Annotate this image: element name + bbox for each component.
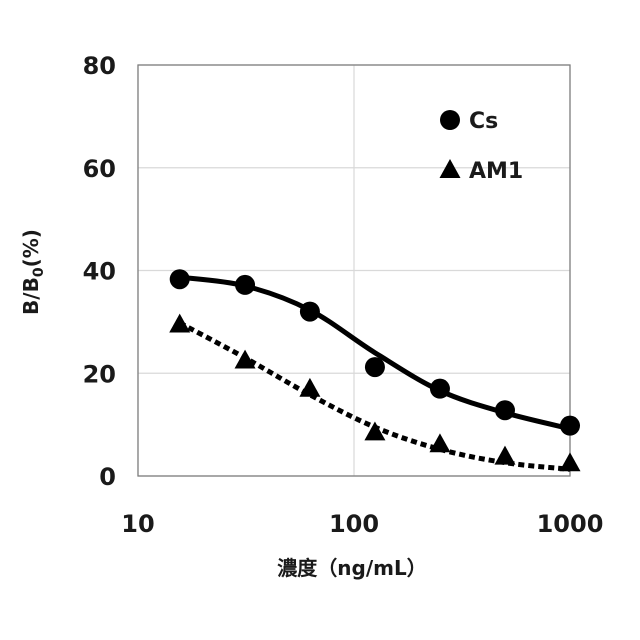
x-tick-label: 10 bbox=[121, 510, 154, 538]
legend-label-am1: AM1 bbox=[469, 159, 523, 184]
y-axis-title-subscript: 0 bbox=[31, 267, 47, 277]
y-axis-title: B/B0(%) bbox=[19, 229, 47, 315]
fit-line-am1 bbox=[180, 323, 570, 469]
point-cs bbox=[235, 275, 255, 295]
y-tick-label: 40 bbox=[83, 258, 116, 286]
point-cs bbox=[495, 400, 515, 420]
y-axis-title-main: B/B bbox=[19, 277, 43, 315]
x-axis-tick-labels: 10 100 1000 bbox=[121, 510, 603, 538]
y-tick-label: 0 bbox=[99, 463, 116, 491]
x-axis-title: 濃度（ng/mL） bbox=[277, 556, 426, 580]
chart: 020406080 101001000 B/B0(%) 濃度（ng/mL） Cs… bbox=[0, 0, 640, 640]
legend-label-cs: Cs bbox=[469, 109, 498, 134]
y-axis-tick-labels: 0 20 40 60 80 bbox=[83, 52, 116, 491]
point-am1 bbox=[429, 433, 450, 452]
x-tick-label: 100 bbox=[329, 510, 379, 538]
x-tick-label: 1000 bbox=[537, 510, 604, 538]
legend-marker-am1 bbox=[440, 159, 461, 178]
point-am1 bbox=[299, 378, 320, 397]
y-tick-label: 20 bbox=[83, 360, 116, 388]
point-cs bbox=[300, 302, 320, 322]
point-cs bbox=[170, 269, 190, 289]
y-tick-label: 80 bbox=[83, 52, 116, 80]
point-cs bbox=[365, 357, 385, 377]
legend: Cs AM1 bbox=[440, 109, 524, 184]
legend-marker-cs bbox=[440, 110, 460, 130]
y-tick-label: 60 bbox=[83, 155, 116, 183]
data-markers bbox=[169, 269, 580, 471]
point-cs bbox=[430, 379, 450, 399]
point-am1 bbox=[169, 314, 190, 333]
y-axis-title-tail: (%) bbox=[19, 229, 43, 267]
point-am1 bbox=[560, 452, 581, 471]
point-am1 bbox=[494, 446, 515, 465]
point-cs bbox=[560, 416, 580, 436]
